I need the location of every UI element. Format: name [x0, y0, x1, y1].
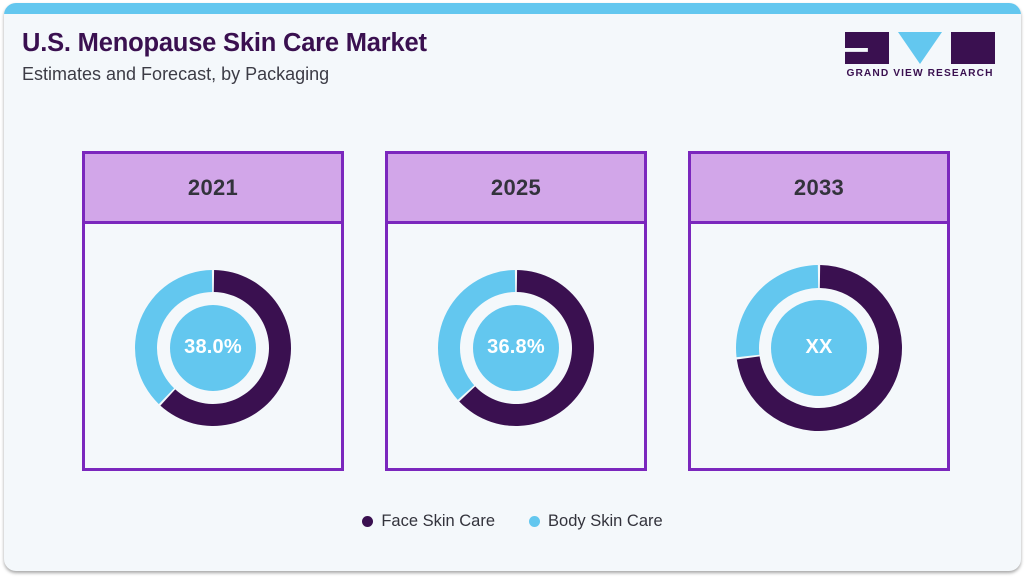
donut-slice-face-skin-care — [160, 269, 291, 426]
top-accent-bar — [4, 3, 1021, 14]
legend-item-face-skin-care: Face Skin Care — [362, 512, 495, 531]
panel-2033: 2033 XX — [688, 151, 950, 471]
panel-year-label: 2021 — [187, 174, 239, 200]
panel-header: 2033 — [691, 154, 947, 224]
donut-center-disc — [771, 299, 867, 396]
panel-2021: 2021 38.0% — [82, 151, 344, 471]
donut-slice-body-skin-care — [736, 264, 819, 357]
panel-2025: 2025 36.8% — [385, 151, 647, 471]
legend-item-body-skin-care: Body Skin Care — [529, 512, 663, 531]
header: U.S. Menopause Skin Care Market Estimate… — [4, 14, 1021, 122]
panel-year-label: 2025 — [490, 174, 542, 200]
donut-slice-body-skin-care — [438, 269, 516, 400]
logo-marks — [845, 30, 995, 66]
donut-chart-2033: XX — [729, 258, 909, 438]
logo-r-icon — [951, 32, 995, 64]
panel-body: 38.0% — [85, 224, 341, 471]
donut-chart-2025: 36.8% — [431, 263, 601, 433]
logo-wordmark: GRAND VIEW RESEARCH — [846, 68, 994, 79]
donut-center-disc — [473, 304, 559, 391]
panel-body: XX — [691, 224, 947, 471]
legend-label: Face Skin Care — [381, 511, 496, 530]
panel-header: 2025 — [388, 154, 644, 224]
page-subtitle: Estimates and Forecast, by Packaging — [22, 64, 330, 84]
panel-year-label: 2033 — [793, 174, 845, 200]
logo-v-triangle-icon — [898, 32, 942, 64]
panel-header: 2021 — [85, 154, 341, 224]
donut-panels: 2021 38.0% 2025 36.8% 2033 XX — [4, 151, 1021, 473]
chart-legend: Face Skin Care Body Skin Care — [4, 503, 1021, 539]
grand-view-research-logo: GRAND VIEW RESEARCH — [845, 30, 995, 88]
donut-slice-face-skin-care — [459, 269, 594, 426]
donut-center-disc — [170, 304, 256, 391]
infographic-card: U.S. Menopause Skin Care Market Estimate… — [4, 3, 1021, 571]
page-title: U.S. Menopause Skin Care Market — [22, 29, 427, 57]
legend-swatch-icon — [529, 515, 541, 527]
donut-slice-body-skin-care — [135, 269, 213, 404]
logo-g-icon — [845, 32, 889, 64]
panel-body: 36.8% — [388, 224, 644, 471]
legend-label: Body Skin Care — [548, 511, 663, 530]
donut-chart-2021: 38.0% — [128, 263, 298, 433]
legend-swatch-icon — [362, 515, 374, 527]
